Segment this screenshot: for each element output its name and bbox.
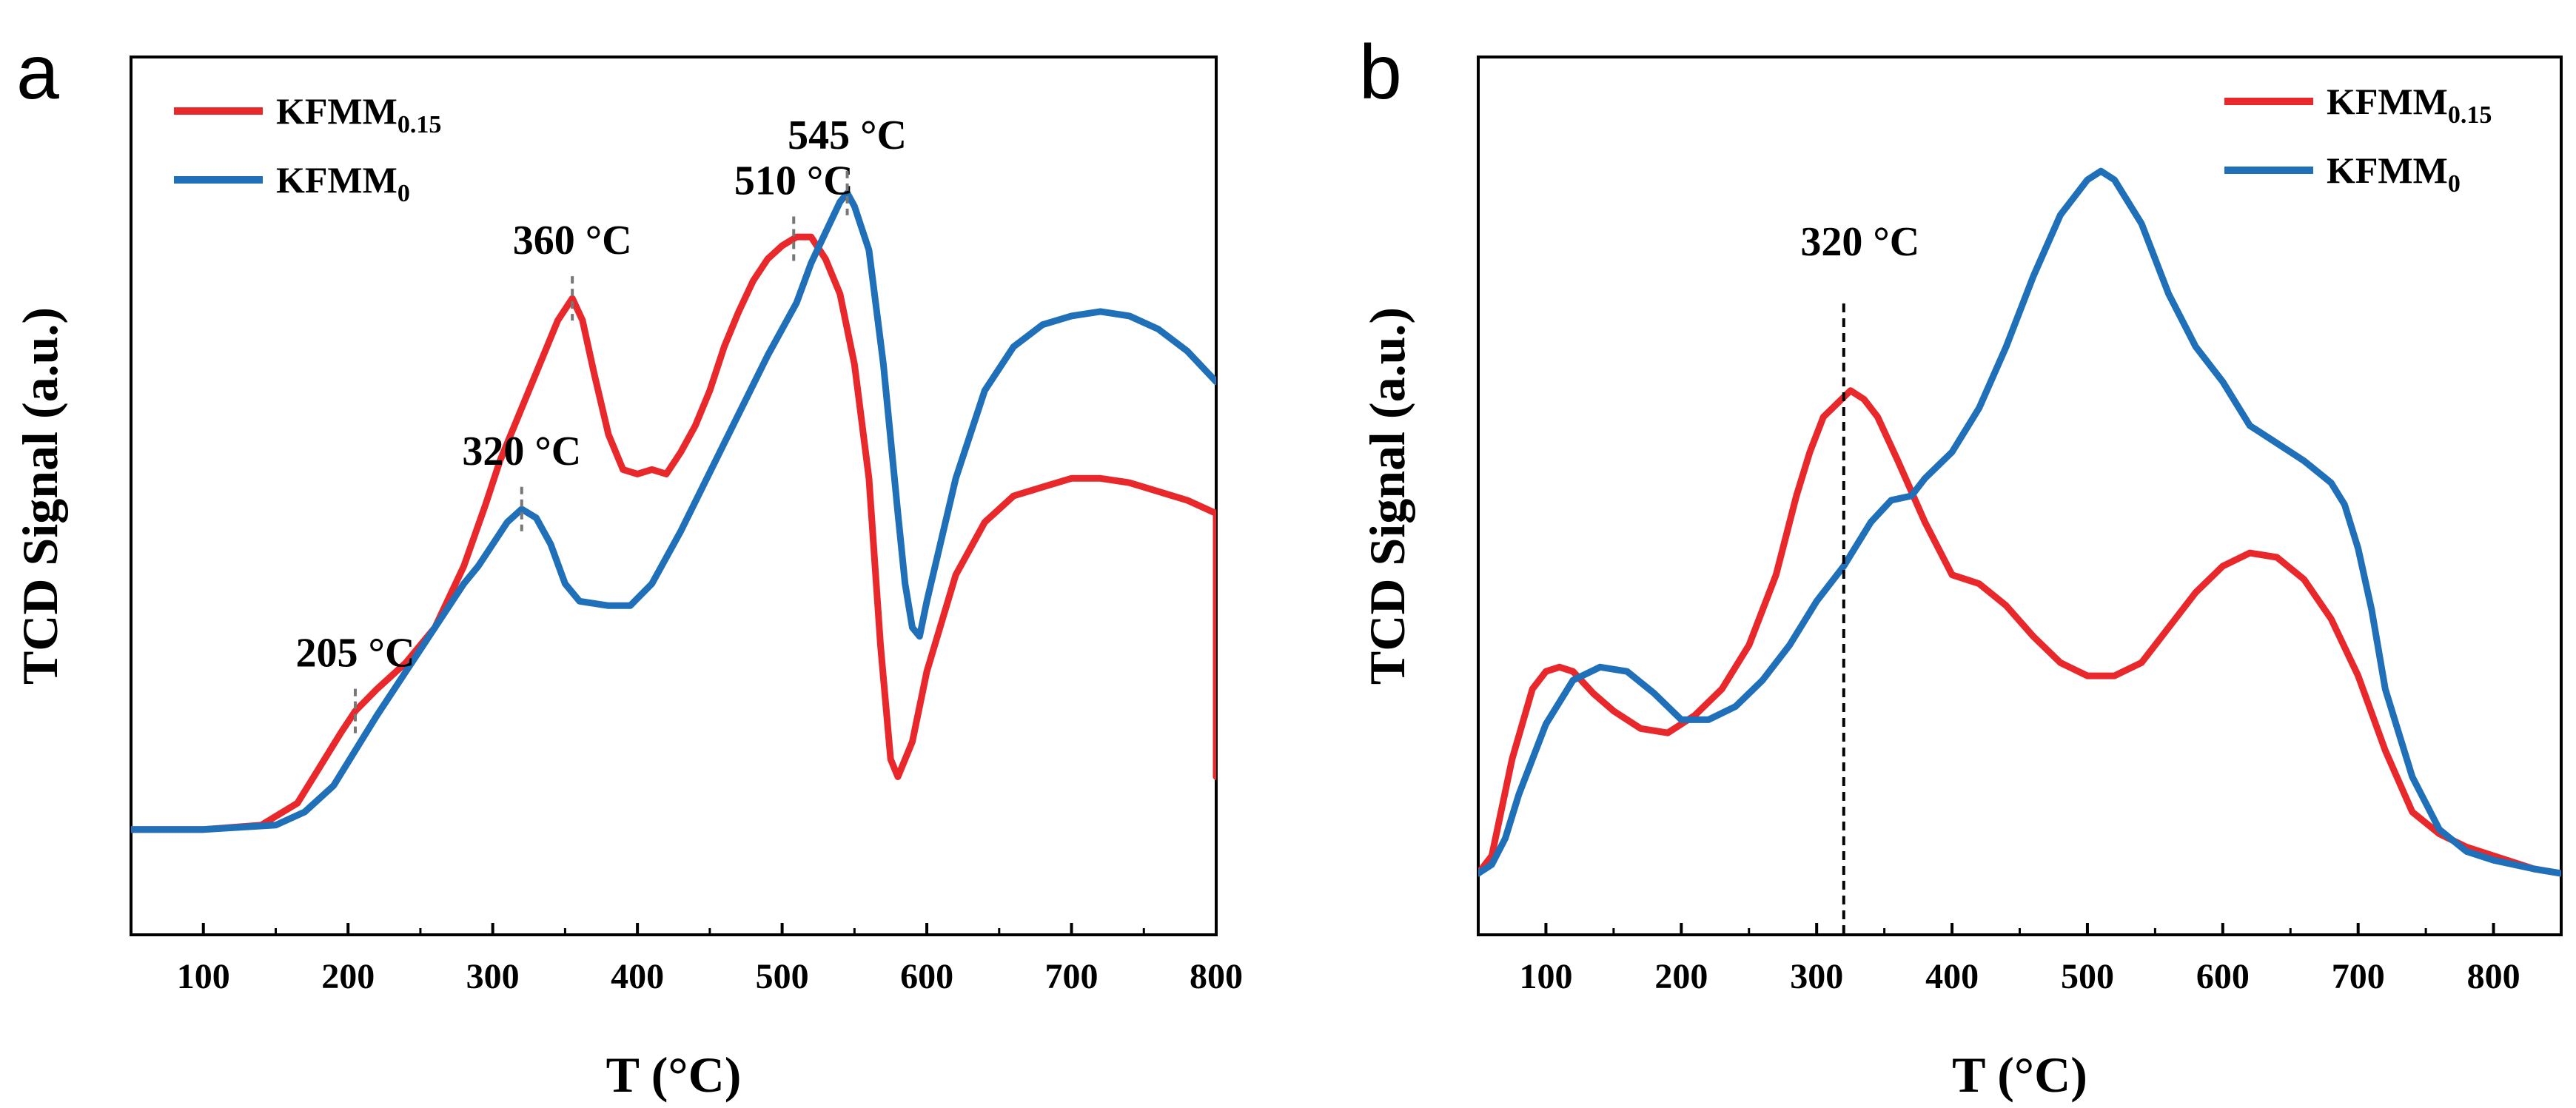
series-line-kfmm-0 [131, 189, 1216, 833]
panel-a: a 100 200 300 400 500 600 700 800 T (°C) TCD Signa… [12, 30, 1243, 1103]
legend-entry: KFMM0.15 [2327, 81, 2492, 129]
legend-entry: KFMM0 [2327, 150, 2461, 198]
peak-label: 360 °C [513, 218, 632, 263]
x-tick-label: 300 [1790, 957, 1843, 996]
x-tick-label: 600 [2196, 957, 2250, 996]
series-line-kfmm-0_15 [1478, 387, 2561, 877]
series-line-kfmm-0_15 [131, 233, 1216, 833]
y-axis-label: TCD Signal (a.u.) [1359, 307, 1415, 685]
x-tick-label: 100 [1519, 957, 1572, 996]
x-tick-label: 200 [321, 957, 375, 996]
x-tick-label: 400 [611, 957, 664, 996]
x-tick-label: 600 [900, 957, 953, 996]
panel-label: b [1359, 30, 1402, 115]
panel-b: b 100 200 300 400 500 600 700 800 T (°C) TCD Signa… [1359, 30, 2563, 1103]
legend: KFMM0.15 KFMM0 [174, 90, 441, 207]
series-line-kfmm-0 [1478, 167, 2561, 877]
x-tick-label: 100 [177, 957, 230, 996]
x-axis-label: T (°C) [1952, 1047, 2087, 1103]
x-tick-label: 800 [1190, 957, 1243, 996]
x-tick-label: 500 [2061, 957, 2114, 996]
peak-label: 510 °C [734, 158, 853, 204]
legend-entry: KFMM0.15 [276, 90, 441, 138]
peak-label: 320 °C [462, 429, 581, 474]
x-tick-label: 700 [2332, 957, 2385, 996]
legend: KFMM0.15 KFMM0 [2224, 81, 2492, 198]
plot-frame [130, 56, 1218, 936]
y-axis-label: TCD Signal (a.u.) [12, 307, 68, 685]
x-tick-label: 500 [756, 957, 809, 996]
peak-label: 545 °C [788, 113, 907, 158]
legend-entry: KFMM0 [276, 159, 410, 207]
x-tick-label: 700 [1045, 957, 1099, 996]
peak-label: 320 °C [1800, 219, 1919, 265]
x-tick-label: 800 [2467, 957, 2520, 996]
x-tick-label: 300 [466, 957, 520, 996]
x-axis-label: T (°C) [606, 1047, 742, 1103]
peak-label: 205 °C [296, 631, 415, 676]
x-tick-label: 200 [1654, 957, 1708, 996]
panel-label: a [16, 30, 59, 115]
x-tick-label: 400 [1925, 957, 1979, 996]
